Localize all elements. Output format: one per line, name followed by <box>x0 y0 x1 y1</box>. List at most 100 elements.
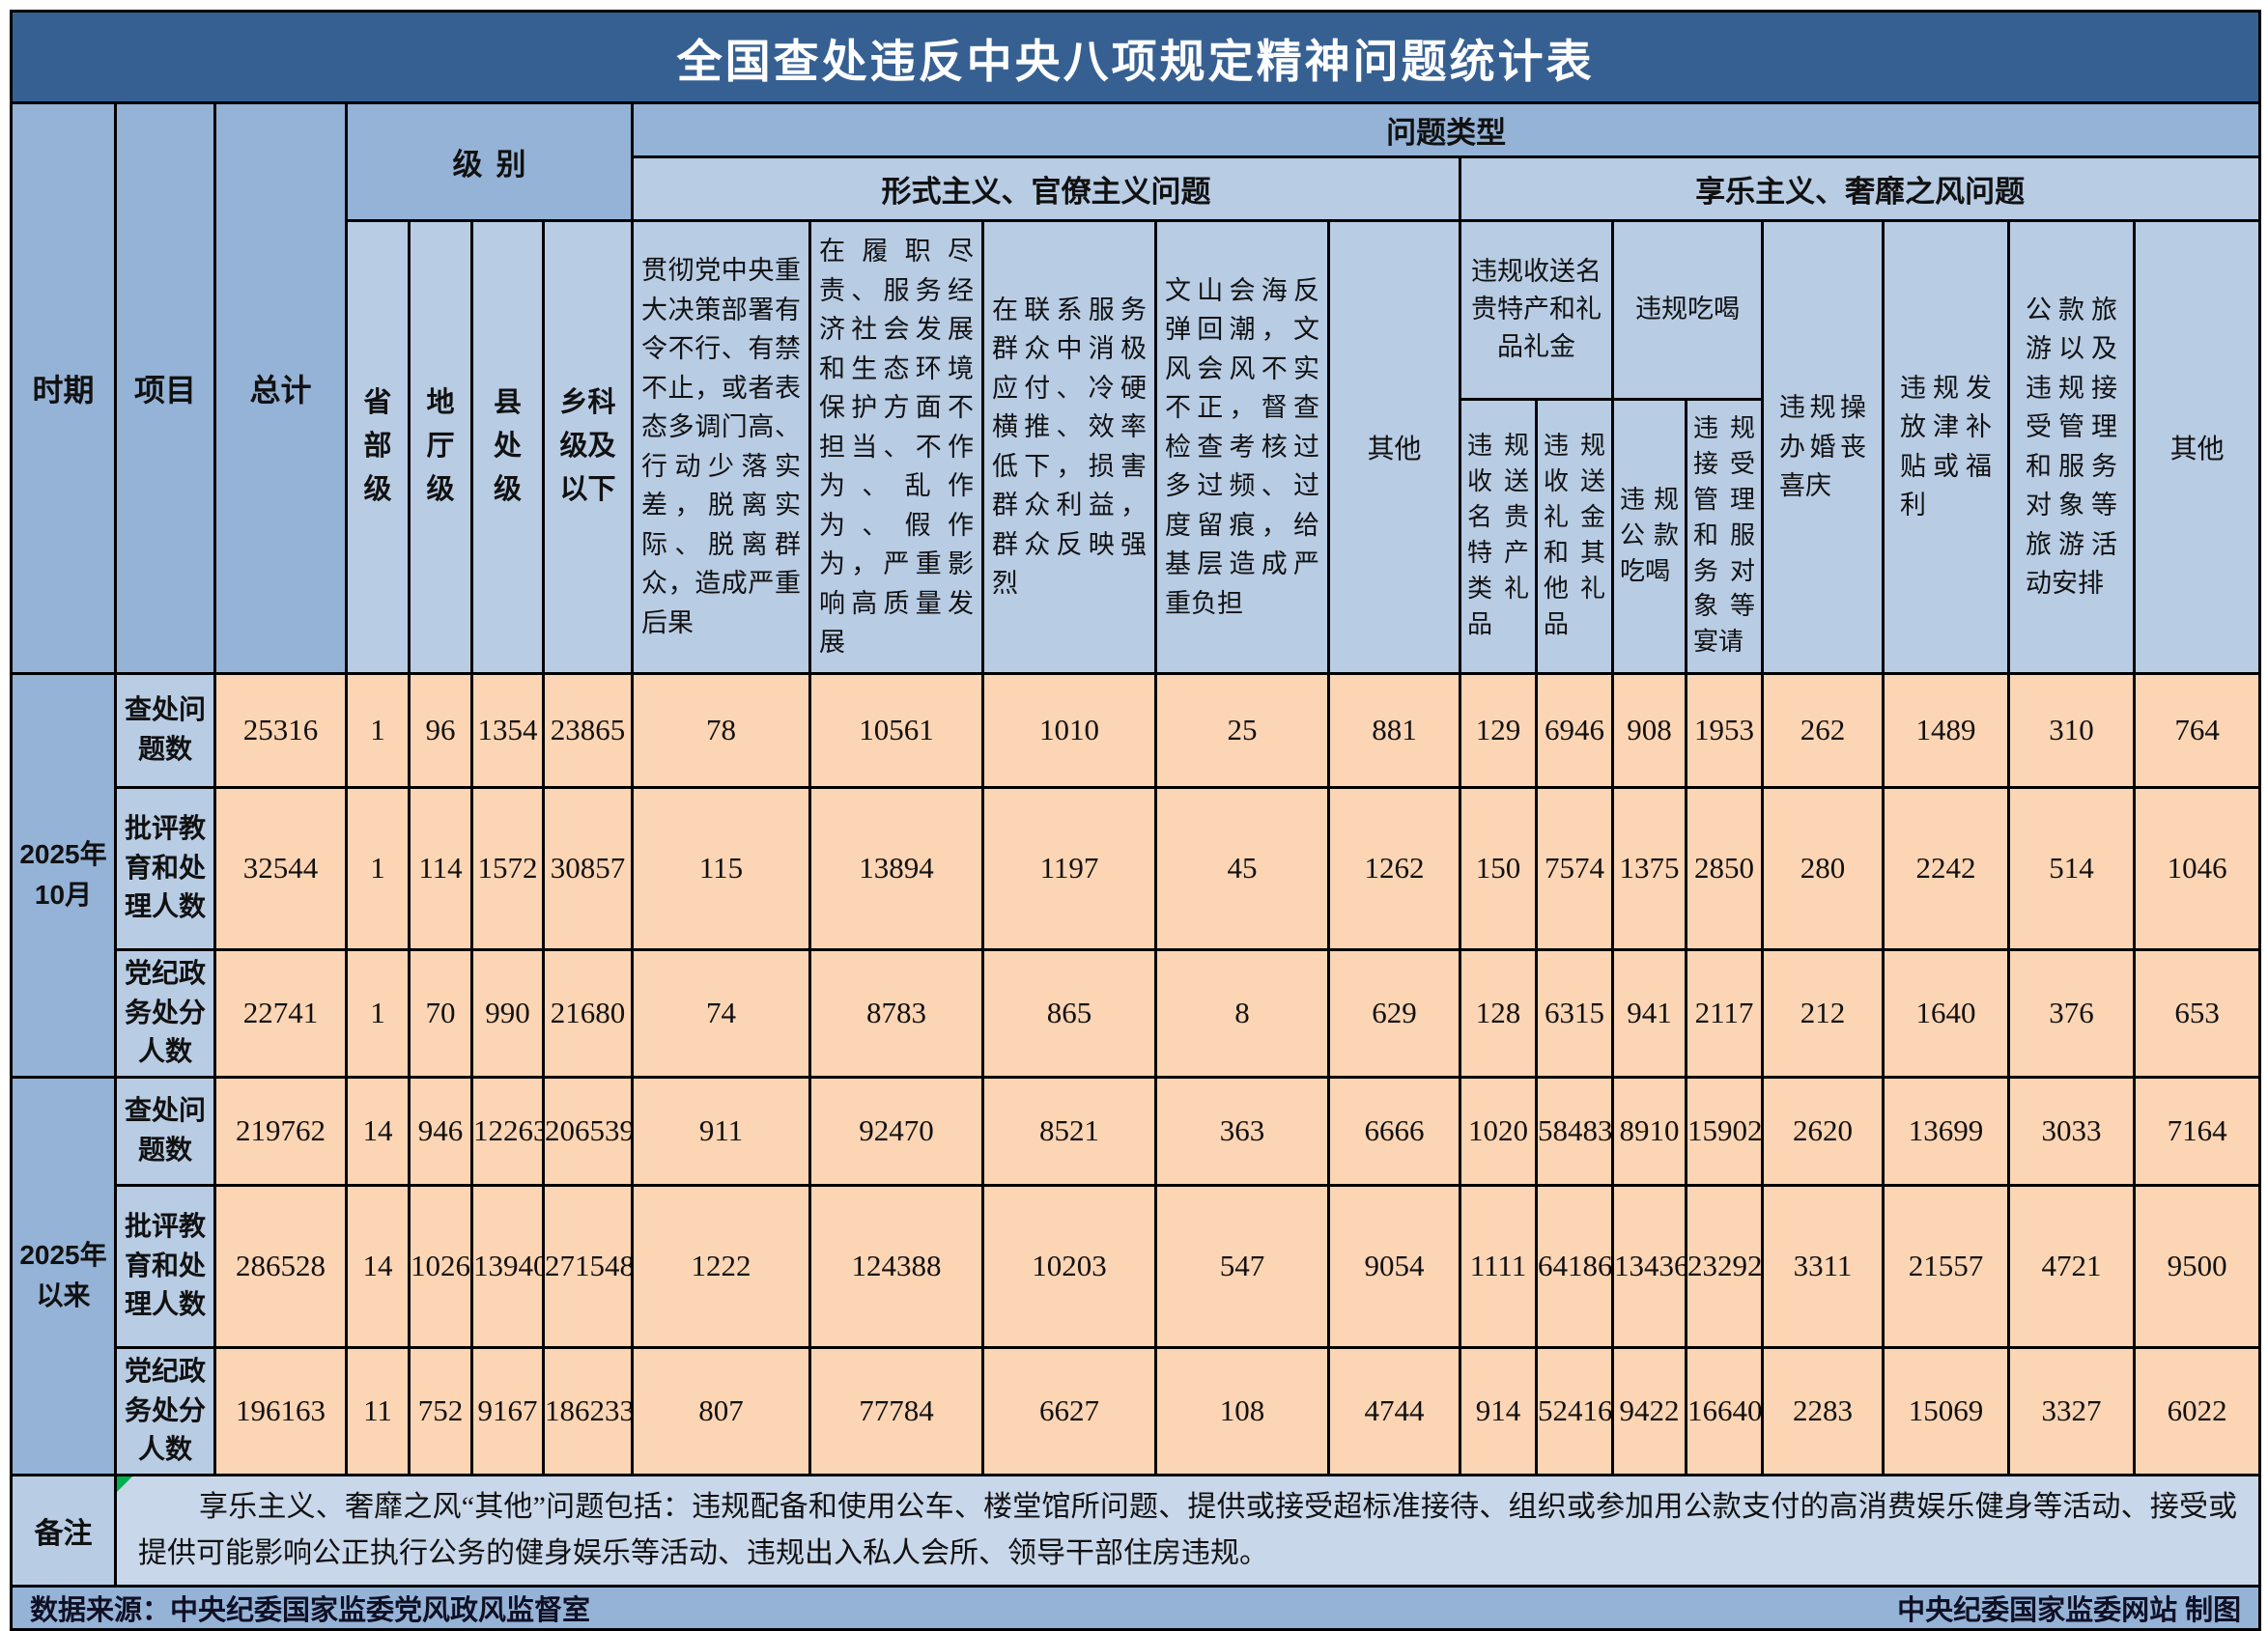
footer-credit: 中央纪委国家监委网站 制图 <box>1897 1594 2242 1626</box>
value-cell: 2620 <box>1761 1075 1885 1187</box>
header-eat-sub-2: 违规接受管理和服务对象等宴请 <box>1685 397 1764 675</box>
value-cell: 11 <box>345 1345 411 1476</box>
value-cell: 7164 <box>2132 1075 2262 1187</box>
value-cell: 78 <box>631 671 811 789</box>
table-row: 党纪政务处分人数 196163 11 752 9167 186233 807 77784 662… <box>12 1345 2262 1476</box>
value-cell: 807 <box>631 1345 811 1476</box>
value-cell: 2283 <box>1761 1345 1885 1476</box>
value-cell: 911 <box>631 1075 811 1187</box>
footer-bar: 数据来源：中央纪委国家监委党风政风监督室 中央纪委国家监委网站 制图 <box>9 1584 2262 1631</box>
header-level-prefecture: 地厅级 <box>408 219 473 675</box>
value-cell: 1010 <box>981 671 1157 789</box>
excel-flag-triangle-icon <box>118 1477 132 1492</box>
value-cell: 752 <box>408 1345 473 1476</box>
value-cell: 124388 <box>808 1183 984 1349</box>
item-label: 查处问题数 <box>114 1075 216 1187</box>
header-hedonism-other: 其他 <box>2132 219 2262 675</box>
value-cell: 280 <box>1761 785 1885 951</box>
value-cell: 908 <box>1611 671 1687 789</box>
value-cell: 1222 <box>631 1183 811 1349</box>
header-formalism-other: 其他 <box>1327 219 1461 675</box>
value-cell: 1020 <box>1459 1075 1538 1187</box>
value-cell: 1354 <box>470 671 545 789</box>
value-cell: 4721 <box>2007 1183 2136 1349</box>
value-cell: 25 <box>1154 671 1330 789</box>
header-gift-sub-1: 违规收送名贵特产类礼品 <box>1459 397 1538 675</box>
header-total: 总计 <box>213 101 348 675</box>
stats-table: 全国查处违反中央八项规定精神问题统计表 时期 项目 总计 级别 问题类型 形式主… <box>9 10 2262 1631</box>
value-cell: 547 <box>1154 1183 1330 1349</box>
value-cell: 219762 <box>213 1075 348 1187</box>
value-cell: 3033 <box>2007 1075 2136 1187</box>
header-formalism-col-1: 贯彻党中央重大决策部署有令不行、有禁不止，或者表态多调门高、行动少落实差，脱离实… <box>631 219 811 675</box>
value-cell: 310 <box>2007 671 2136 789</box>
value-cell: 10203 <box>981 1183 1157 1349</box>
value-cell: 6022 <box>2132 1345 2262 1476</box>
note-label: 备注 <box>10 1473 117 1588</box>
value-cell: 3311 <box>1761 1183 1885 1349</box>
value-cell: 14 <box>345 1183 411 1349</box>
value-cell: 1026 <box>408 1183 473 1349</box>
value-cell: 1 <box>345 671 411 789</box>
value-cell: 23865 <box>542 671 634 789</box>
value-cell: 150 <box>1459 785 1538 951</box>
header-level-group: 级别 <box>345 101 634 222</box>
value-cell: 286528 <box>213 1183 348 1349</box>
header-level-township: 乡科级及以下 <box>542 219 634 675</box>
value-cell: 914 <box>1459 1345 1538 1476</box>
value-cell: 13894 <box>808 785 984 951</box>
header-eat-sub-1: 违规公款吃喝 <box>1611 397 1687 675</box>
header-eat-group: 违规吃喝 <box>1611 219 1764 401</box>
value-cell: 52416 <box>1535 1345 1614 1476</box>
value-cell: 212 <box>1761 947 1885 1079</box>
header-formalism-col-4: 文山会海反弹回潮，文风会风不实不正，督查检查考核过多过频、过度留痕，给基层造成严… <box>1154 219 1330 675</box>
value-cell: 1489 <box>1882 671 2010 789</box>
header-formalism-col-2: 在履职尽责、服务经济社会发展和生态环境保护方面不担当、不作为、乱作为、假作为，严… <box>808 219 984 675</box>
item-label: 批评教育和处理人数 <box>114 785 216 951</box>
value-cell: 764 <box>2132 671 2262 789</box>
value-cell: 13940 <box>470 1183 545 1349</box>
period-label: 2025年以来 <box>10 1075 117 1476</box>
value-cell: 13699 <box>1882 1075 2010 1187</box>
table-row: 批评教育和处理人数 286528 14 1026 13940 271548 1222 1243… <box>12 1183 2262 1349</box>
value-cell: 128 <box>1459 947 1538 1079</box>
value-cell: 1572 <box>470 785 545 951</box>
value-cell: 77784 <box>808 1345 984 1476</box>
header-hedonism-group: 享乐主义、奢靡之风问题 <box>1458 155 2262 222</box>
value-cell: 15069 <box>1882 1345 2010 1476</box>
value-cell: 8910 <box>1611 1075 1687 1187</box>
value-cell: 7574 <box>1535 785 1614 951</box>
table-title: 全国查处违反中央八项规定精神问题统计表 <box>9 10 2262 104</box>
value-cell: 16640 <box>1685 1345 1764 1476</box>
value-cell: 629 <box>1327 947 1461 1079</box>
value-cell: 514 <box>2007 785 2136 951</box>
value-cell: 4744 <box>1327 1345 1461 1476</box>
value-cell: 946 <box>408 1075 473 1187</box>
header-hedonism-travel: 公款旅游以及违规接受管理和服务对象等旅游活动安排 <box>2007 219 2136 675</box>
value-cell: 1375 <box>1611 785 1687 951</box>
stats-table-wrapper: 全国查处违反中央八项规定精神问题统计表 时期 项目 总计 级别 问题类型 形式主… <box>9 10 2262 1631</box>
value-cell: 206539 <box>542 1075 634 1187</box>
value-cell: 3327 <box>2007 1345 2136 1476</box>
value-cell: 2117 <box>1685 947 1764 1079</box>
value-cell: 129 <box>1459 671 1538 789</box>
table-row: 2025年以来 查处问题数 219762 14 946 12263 206539 911 924… <box>10 1075 2262 1476</box>
item-label: 批评教育和处理人数 <box>114 1183 216 1349</box>
value-cell: 196163 <box>213 1345 348 1476</box>
table-row: 2025年10月 查处问题数 25316 1 96 1354 23865 78 10561 101… <box>10 671 2262 1079</box>
header-formalism-col-3: 在联系服务群众中消极应付、冷硬横推、效率低下，损害群众利益，群众反映强烈 <box>981 219 1157 675</box>
value-cell: 941 <box>1611 947 1687 1079</box>
header-hedonism-wedding: 违规操办婚丧喜庆 <box>1761 219 1885 675</box>
header-hedonism-allowance: 违规发放津补贴或福利 <box>1882 219 2010 675</box>
value-cell: 1953 <box>1685 671 1764 789</box>
header-level-province: 省部级 <box>345 219 411 675</box>
value-cell: 186233 <box>542 1345 634 1476</box>
value-cell: 45 <box>1154 785 1330 951</box>
value-cell: 115 <box>631 785 811 951</box>
value-cell: 22741 <box>213 947 348 1079</box>
value-cell: 32544 <box>213 785 348 951</box>
header-gift-group: 违规收送名贵特产和礼品礼金 <box>1459 219 1614 401</box>
value-cell: 9054 <box>1327 1183 1461 1349</box>
value-cell: 6946 <box>1535 671 1614 789</box>
value-cell: 14 <box>345 1075 411 1187</box>
